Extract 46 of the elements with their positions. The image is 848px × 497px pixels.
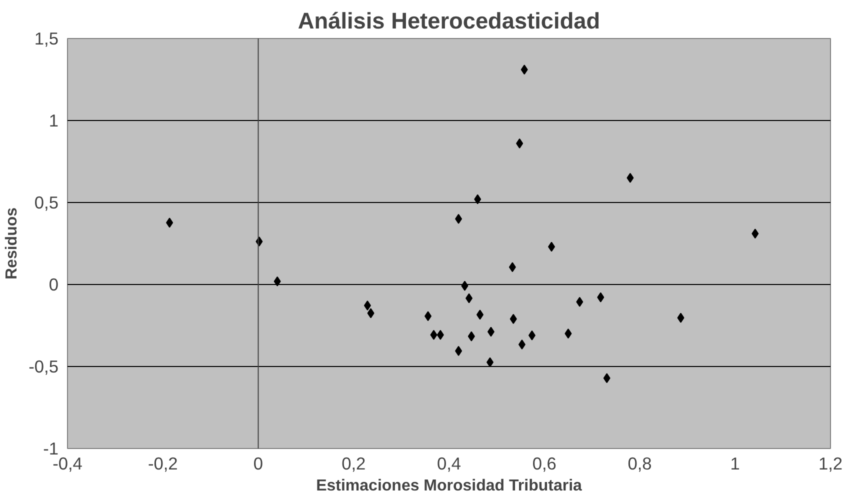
- point: [548, 242, 556, 252]
- y-tick-label: -0,5: [28, 356, 58, 376]
- point: [520, 64, 528, 75]
- point: [455, 346, 462, 356]
- point: [487, 326, 494, 337]
- point: [367, 308, 374, 318]
- point: [468, 331, 475, 342]
- x-tick-label: -0,2: [148, 454, 178, 474]
- y-tick-label: 0,5: [34, 192, 59, 212]
- x-tick-label: 0,6: [532, 454, 556, 474]
- point: [603, 373, 610, 384]
- point: [486, 357, 494, 368]
- point: [364, 300, 371, 310]
- y-tick-label: 1: [48, 110, 59, 130]
- point: [518, 340, 526, 350]
- x-tick-label: 1: [730, 454, 740, 474]
- point: [626, 172, 634, 183]
- x-tick-label: 0: [253, 454, 264, 474]
- y-tick-label: 1,5: [34, 28, 59, 48]
- x-tick-label: 0,8: [628, 454, 652, 474]
- x-tick-label: 1,2: [818, 454, 843, 474]
- point: [752, 228, 759, 239]
- y-tick-label: 0: [48, 274, 59, 294]
- point: [564, 328, 572, 339]
- point: [466, 293, 473, 304]
- chart-title: Análisis Heterocedasticidad: [298, 8, 600, 34]
- point: [274, 276, 281, 286]
- y-axis-title: Residuos: [4, 207, 21, 280]
- point: [510, 314, 517, 324]
- point: [430, 330, 438, 340]
- point: [476, 310, 484, 320]
- point: [597, 292, 604, 302]
- point: [516, 138, 524, 148]
- x-tick-label: 0,2: [342, 454, 366, 474]
- point: [166, 218, 174, 228]
- point: [576, 296, 584, 307]
- x-axis-title: Estimaciones Morosidad Tributaria: [316, 478, 582, 494]
- point: [677, 312, 684, 323]
- point: [528, 330, 536, 340]
- point: [424, 311, 432, 322]
- x-tick-label: 0,4: [436, 454, 462, 474]
- point: [455, 214, 462, 224]
- point: [508, 262, 516, 272]
- point: [436, 330, 444, 340]
- point: [474, 194, 482, 204]
- point: [461, 280, 468, 291]
